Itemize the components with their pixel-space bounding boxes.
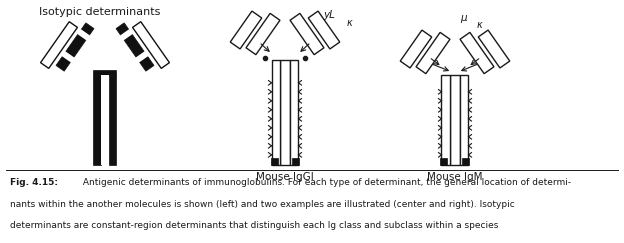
Polygon shape — [41, 22, 77, 68]
Text: κ: κ — [347, 18, 353, 28]
Text: κ: κ — [477, 20, 483, 30]
Bar — [442, 75, 450, 165]
Polygon shape — [246, 13, 280, 55]
Bar — [101, 75, 109, 165]
Text: yL: yL — [323, 10, 335, 20]
Text: determinants are constant-region determinants that distinguish each Ig class and: determinants are constant-region determi… — [10, 221, 499, 230]
Bar — [293, 158, 300, 165]
Polygon shape — [416, 32, 450, 74]
Bar — [94, 70, 117, 75]
Bar — [460, 75, 469, 165]
Bar — [462, 158, 469, 165]
Polygon shape — [478, 30, 510, 68]
Polygon shape — [56, 23, 94, 71]
Bar — [280, 60, 290, 165]
Bar — [450, 75, 460, 165]
Polygon shape — [134, 50, 149, 63]
Polygon shape — [61, 50, 76, 63]
Bar — [109, 75, 117, 165]
Text: μ: μ — [460, 13, 467, 23]
Bar — [271, 60, 280, 165]
Polygon shape — [308, 11, 339, 49]
Polygon shape — [119, 28, 134, 41]
Polygon shape — [290, 13, 324, 55]
Polygon shape — [116, 23, 154, 71]
Bar — [290, 60, 298, 165]
Bar — [94, 75, 101, 165]
Text: Mouse IgGl: Mouse IgGl — [256, 172, 314, 182]
Text: Antigenic determinants of immunoglobulins. For each type of determinant, the gen: Antigenic determinants of immunoglobulin… — [80, 178, 571, 187]
Bar — [270, 158, 278, 165]
Polygon shape — [132, 22, 170, 68]
Polygon shape — [460, 32, 494, 74]
Text: nants within the another molecules is shown (left) and two examples are illustra: nants within the another molecules is sh… — [10, 200, 515, 209]
Text: Fig. 4.15:: Fig. 4.15: — [10, 178, 58, 187]
Polygon shape — [76, 28, 91, 41]
Polygon shape — [230, 11, 261, 49]
Text: Isotypic determinants: Isotypic determinants — [39, 7, 161, 17]
Polygon shape — [400, 30, 432, 68]
Bar — [441, 158, 447, 165]
Text: Mouse IgM: Mouse IgM — [427, 172, 483, 182]
